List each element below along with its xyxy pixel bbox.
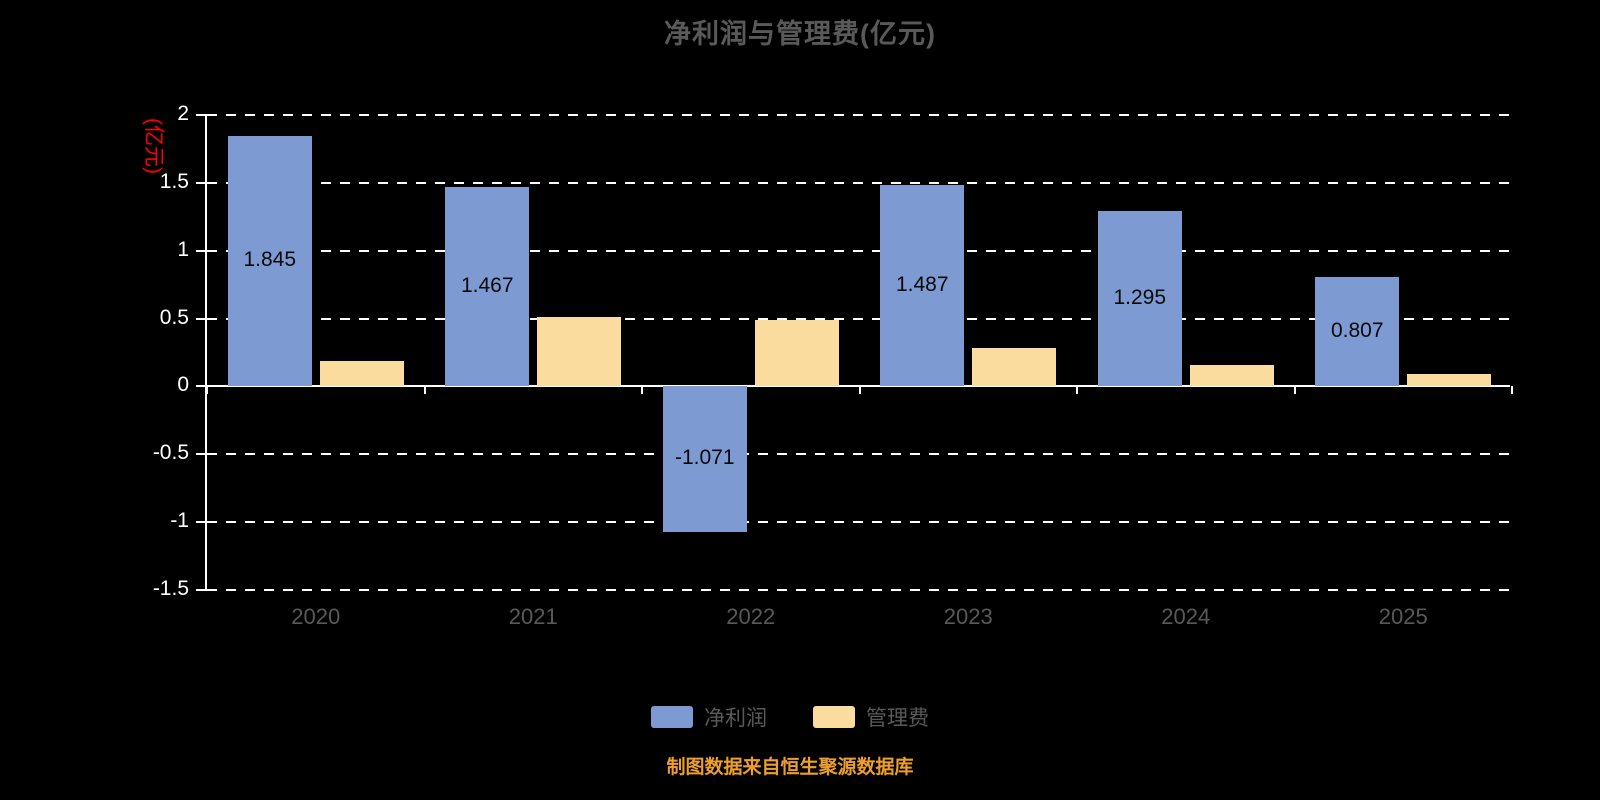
x-category-label: 2022 [726,604,776,629]
bar-净利润-2023 [880,184,965,387]
x-axis-tick [1076,386,1078,395]
legend-label: 净利润 [704,707,767,730]
plot-area: 2 1.5 1 0.5 0 -0.5 -1 -1.5 1.845 1.467 -1.071 1.487… [153,102,1513,629]
bar-value-label: 1.845 [243,248,297,272]
gridline [207,521,1510,524]
bar-管理费-2021 [537,317,622,387]
legend-label: 管理费 [866,707,929,730]
y-axis-tick [196,317,207,320]
y-axis-tick [196,181,207,184]
bar-净利润-2022 [662,386,747,532]
x-category-label: 2025 [1378,604,1428,629]
bar-value-label: 1.487 [895,272,949,296]
y-axis-tick [196,249,207,252]
bar-管理费-2022 [754,319,839,387]
y-tick-label: 2 [177,102,189,125]
source-note: 制图数据来自恒生聚源数据库 [666,757,914,778]
y-axis-title: (亿元) [142,118,165,174]
bar-净利润-2021 [445,187,530,387]
y-axis-tick [196,453,207,456]
x-axis-tick [858,386,861,395]
legend: 净利润 管理费 [651,702,929,732]
bar-管理费-2025 [1407,374,1492,387]
bar-管理费-2024 [1189,364,1274,387]
x-category-label: 2020 [291,604,341,629]
legend-item-净利润[interactable]: 净利润 [651,702,767,732]
legend-item-管理费[interactable]: 管理费 [813,702,929,732]
y-tick-label: 0.5 [159,305,189,329]
x-axis-tick [1511,386,1513,395]
legend-swatch [813,706,855,728]
x-axis-tick [423,386,426,395]
x-axis-tick [641,386,643,395]
bar-value-label: -1.071 [674,446,735,470]
x-axis-tick [1293,386,1296,395]
gridline [207,249,1510,252]
bar-管理费-2023 [972,348,1057,387]
gridline [207,181,1510,184]
bar-value-label: 1.467 [460,273,514,297]
y-tick-label: -0.5 [152,441,189,465]
gridline [207,317,1510,320]
gridline [207,453,1510,456]
y-tick-label: -1 [170,509,189,533]
bar-value-label: 0.807 [1330,318,1384,342]
y-tick-label: 1 [177,237,189,261]
x-category-label: 2023 [943,604,993,629]
y-tick-label: -1.5 [152,577,189,600]
y-tick-label: 0 [177,373,189,397]
y-axis-tick [196,385,207,388]
bar-净利润-2024 [1097,210,1182,387]
x-category-label: 2021 [508,604,558,629]
y-axis-tick [196,114,207,116]
y-tick-label: 1.5 [159,169,189,193]
bar-净利润-2020 [227,136,312,387]
y-axis-tick [196,589,207,591]
gridline [207,114,1510,116]
bar-value-label: 1.295 [1113,285,1167,309]
chart-title: 净利润与管理费(亿元) [664,19,936,49]
x-category-label: 2024 [1161,604,1211,629]
y-axis-tick [196,521,207,524]
legend-swatch [651,706,693,728]
x-axis-tick [206,386,208,395]
gridline [207,589,1510,591]
bar-管理费-2020 [319,360,404,387]
bar-净利润-2025 [1315,276,1400,387]
